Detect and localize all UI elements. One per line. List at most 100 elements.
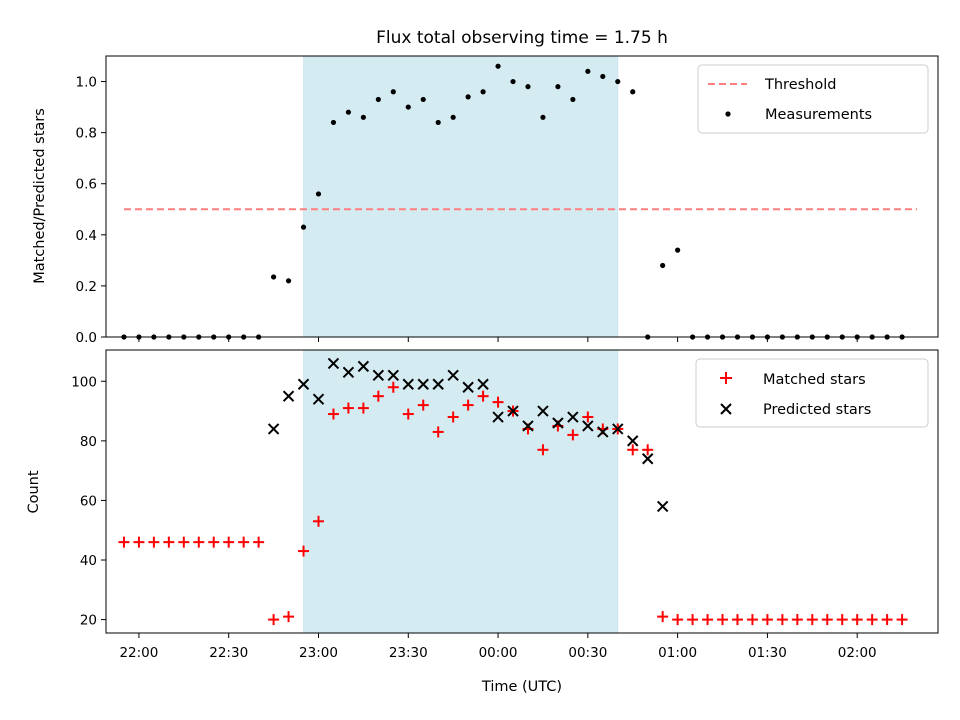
measurement-point [315,191,322,197]
matched-star-point [761,614,773,626]
matched-star-point [148,536,160,548]
predicted-star-point [552,417,564,429]
top-x-ticks [138,337,858,342]
matched-star-point [447,411,459,423]
legend-matched-label: Matched stars [763,372,866,388]
matched-star-point [567,429,579,441]
measurement-point [285,278,292,284]
measurement-point [675,247,681,253]
measurement-point [345,109,352,115]
matched-star-point [208,536,220,548]
measurement-point [615,78,621,85]
matched-star-point [253,536,265,548]
top-legend[interactable]: Threshold Measurements [697,64,929,134]
measurement-point [480,89,486,95]
matched-star-point [821,614,833,626]
matched-star-point [342,402,354,414]
top-shaded-span [303,55,619,338]
predicted-star-point [357,360,370,373]
y-tick-label: 0.4 [76,228,97,244]
measurement-point [450,114,456,120]
top-y-ticks: 0.0 0.2 0.4 0.6 0.8 1.0 [76,75,106,346]
matched-star-point [866,614,878,626]
matched-star-point [163,536,175,548]
matched-star-point [193,536,205,548]
x-tick-label: 22:30 [209,645,248,661]
x-tick-label: 00:30 [568,645,607,661]
x-tick-label: 23:00 [299,645,338,661]
bottom-y-axis-label: Count [26,470,42,513]
matched-star-point [776,614,788,626]
matched-star-point [537,444,549,456]
legend-matched-swatch [720,372,732,384]
top-legend-box [697,64,929,134]
bottom-legend[interactable]: Matched stars Predicted stars [695,358,929,428]
matched-star-point [178,536,190,548]
top-axes-frame [105,55,939,338]
measurement-point [525,84,531,90]
predicted-star-point [507,405,519,417]
matched-star-point [417,399,429,411]
measurement-point [390,89,396,95]
matched-star-point [791,614,803,626]
x-tick-label: 01:00 [658,645,697,661]
predicted-stars-points [267,357,669,513]
predicted-star-point [597,426,609,438]
measurement-point [300,224,307,230]
predicted-star-point [432,378,444,390]
matched-star-point [268,614,280,626]
matched-star-point [118,536,130,548]
predicted-star-point [372,369,385,382]
matched-star-point [492,396,504,408]
legend-predicted-swatch [720,403,732,415]
matched-star-point [687,614,699,626]
x-tick-label: 01:30 [748,645,787,661]
measurement-point [270,274,277,280]
bottom-legend-box [695,358,929,428]
matched-star-point [312,515,324,527]
y-tick-label: 100 [71,374,97,390]
predicted-star-point [477,378,489,390]
bottom-axes-frame [105,349,939,634]
x-tick-label: 00:00 [479,645,518,661]
predicted-star-point [627,435,639,447]
matched-star-point [298,545,310,557]
matched-star-point [357,402,369,414]
y-tick-label: 0.2 [76,279,97,295]
predicted-star-point [582,420,594,432]
matched-star-point [582,411,594,423]
matched-star-point [806,614,818,626]
matched-star-point [657,611,669,623]
matched-star-point [283,611,295,623]
bottom-panel: 20 40 60 80 100 22:00 22:30 23:00 23:30 00:00 00:… [26,349,939,695]
predicted-star-point [522,420,534,432]
matched-star-point [223,536,235,548]
predicted-star-point [267,423,280,435]
measurement-point [360,114,366,120]
matched-star-point [627,444,639,456]
chart-title: Flux total observing time = 1.75 h [376,28,668,48]
legend-threshold-label: Threshold [764,77,836,93]
predicted-star-point [612,423,624,435]
measurement-point [630,89,636,95]
y-tick-label: 20 [80,613,97,629]
measurement-point [555,84,561,90]
top-panel: 0.0 0.2 0.4 0.6 0.8 1.0 Matched/Predicted sta… [32,55,939,346]
matched-star-point [836,614,848,626]
predicted-star-point [462,381,474,393]
matched-star-point [238,536,250,548]
measurement-point [375,96,381,103]
measurement-point [510,78,516,85]
y-tick-label: 0.6 [76,177,97,193]
predicted-star-point [342,366,355,379]
predicted-star-point [447,369,459,382]
bottom-x-ticks: 22:00 22:30 23:00 23:30 00:00 00:30 01:00 01:30… [119,633,877,661]
measurement-point [585,68,591,74]
matched-star-point [432,426,444,438]
y-tick-label: 60 [80,493,97,509]
predicted-star-point [567,411,579,423]
matched-star-point [402,408,414,420]
legend-measurements-swatch [725,111,731,117]
predicted-star-point [402,378,414,390]
